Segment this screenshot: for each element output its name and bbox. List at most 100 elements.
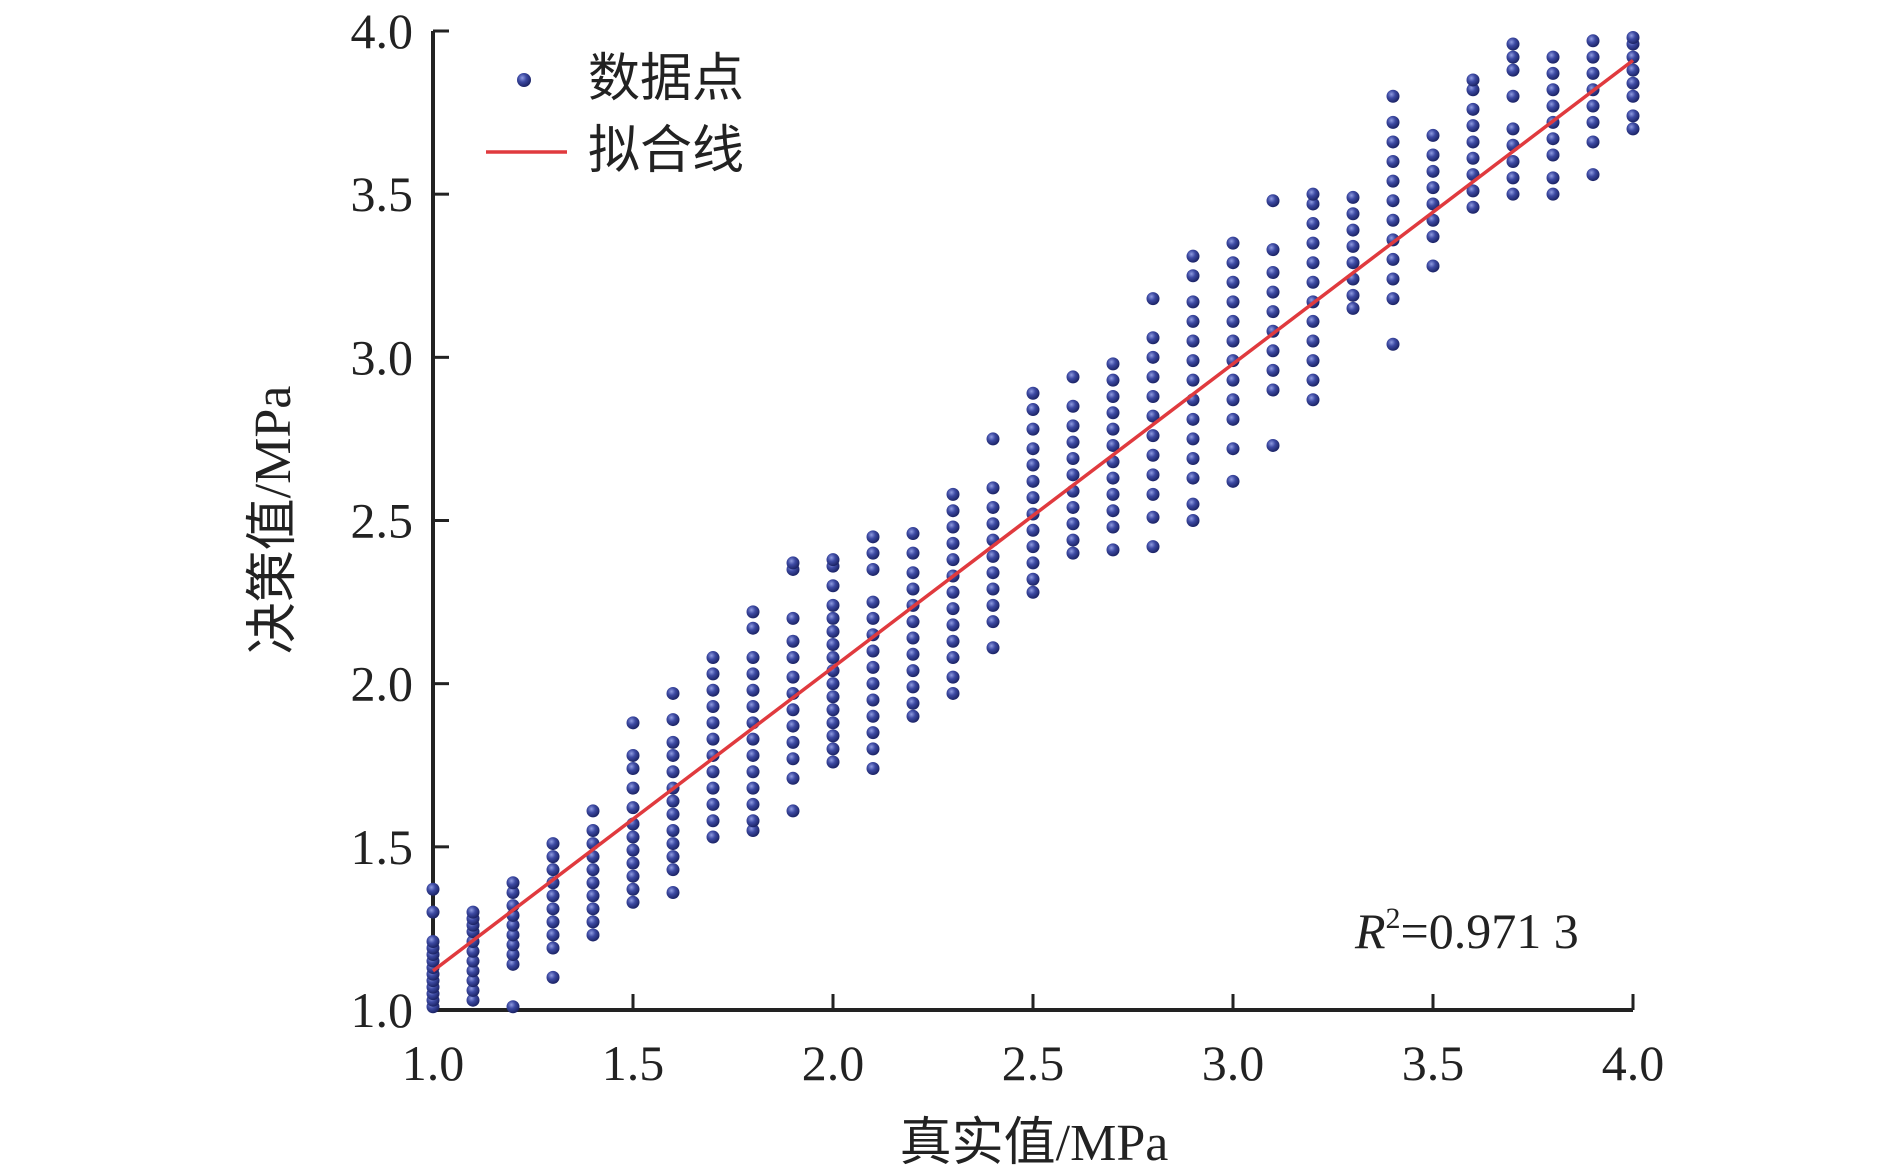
data-point — [1466, 102, 1480, 116]
data-point — [1386, 194, 1400, 208]
data-point — [466, 993, 480, 1007]
y-axis-title: 决策值/MPa — [245, 386, 302, 655]
data-point — [1386, 174, 1400, 188]
data-point — [626, 716, 640, 730]
data-point — [1626, 31, 1640, 45]
data-point — [1266, 383, 1280, 397]
data-point — [1026, 442, 1040, 456]
data-point — [1186, 497, 1200, 511]
data-point — [1186, 432, 1200, 446]
data-point — [706, 797, 720, 811]
data-point — [546, 863, 560, 877]
data-point — [1186, 373, 1200, 387]
data-point — [1066, 500, 1080, 514]
data-point — [1186, 451, 1200, 465]
data-point — [1226, 442, 1240, 456]
data-point — [1506, 63, 1520, 77]
data-point — [1306, 236, 1320, 250]
data-point — [1426, 164, 1440, 178]
data-point — [1346, 223, 1360, 237]
y-tick-label: 2.0 — [351, 656, 414, 712]
data-point — [1346, 288, 1360, 302]
data-point — [466, 983, 480, 997]
data-point — [826, 690, 840, 704]
data-point — [1586, 66, 1600, 80]
data-point — [666, 863, 680, 877]
data-point — [1226, 412, 1240, 426]
data-point — [746, 814, 760, 828]
data-point — [1106, 504, 1120, 518]
data-point — [1146, 292, 1160, 306]
data-point — [1106, 438, 1120, 452]
data-point — [786, 804, 800, 818]
data-point — [706, 765, 720, 779]
data-point — [626, 801, 640, 815]
y-tick-label: 1.5 — [351, 819, 414, 875]
data-point — [1426, 259, 1440, 273]
data-point — [1226, 354, 1240, 368]
data-point — [626, 882, 640, 896]
data-point — [1146, 389, 1160, 403]
data-point — [1506, 50, 1520, 64]
data-point — [1586, 168, 1600, 182]
data-point — [746, 765, 760, 779]
data-point — [586, 889, 600, 903]
data-point — [1266, 285, 1280, 299]
data-point — [866, 762, 880, 776]
data-point — [826, 579, 840, 593]
data-point — [1386, 252, 1400, 266]
data-point — [546, 928, 560, 942]
data-point — [1146, 448, 1160, 462]
data-point — [706, 814, 720, 828]
y-ticks: 1.0 1.5 2.0 2.5 3.0 3.5 4.0 — [351, 3, 449, 1038]
data-point — [986, 549, 1000, 563]
data-point — [1226, 275, 1240, 289]
data-point — [1546, 132, 1560, 146]
data-point — [1466, 135, 1480, 149]
legend: 数据点 拟合线 — [486, 51, 744, 180]
data-point — [1506, 89, 1520, 103]
data-point — [1186, 354, 1200, 368]
data-point — [906, 527, 920, 541]
data-point — [1026, 523, 1040, 537]
x-tick-label: 1.0 — [402, 1035, 465, 1091]
x-tick-label: 3.5 — [1402, 1035, 1465, 1091]
data-point — [506, 1000, 520, 1014]
data-point — [666, 886, 680, 900]
data-point — [866, 709, 880, 723]
data-point — [1546, 66, 1560, 80]
data-point — [1146, 370, 1160, 384]
data-point — [1466, 83, 1480, 97]
data-point — [1026, 491, 1040, 505]
data-point — [866, 644, 880, 658]
data-point — [1106, 471, 1120, 485]
data-point — [826, 624, 840, 638]
data-point — [826, 742, 840, 756]
data-point — [1026, 556, 1040, 570]
data-point — [546, 889, 560, 903]
data-point — [1426, 181, 1440, 195]
data-point — [1466, 151, 1480, 165]
data-point — [1586, 115, 1600, 129]
data-point — [1306, 197, 1320, 211]
data-point — [1586, 34, 1600, 48]
data-point — [1506, 155, 1520, 169]
y-tick-label: 4.0 — [351, 3, 414, 59]
data-point — [986, 481, 1000, 495]
data-point — [866, 546, 880, 560]
data-point — [906, 631, 920, 645]
data-point — [1106, 487, 1120, 501]
data-point — [906, 615, 920, 629]
data-point — [586, 804, 600, 818]
data-point — [1386, 135, 1400, 149]
data-point — [786, 651, 800, 665]
data-point — [626, 830, 640, 844]
x-tick-label: 4.0 — [1602, 1035, 1665, 1091]
data-point — [866, 530, 880, 544]
x-tick-label: 2.5 — [1002, 1035, 1065, 1091]
data-point — [1106, 422, 1120, 436]
data-point — [1066, 517, 1080, 531]
data-point — [1546, 99, 1560, 113]
r-squared-value: =0.971 3 — [1401, 903, 1579, 959]
